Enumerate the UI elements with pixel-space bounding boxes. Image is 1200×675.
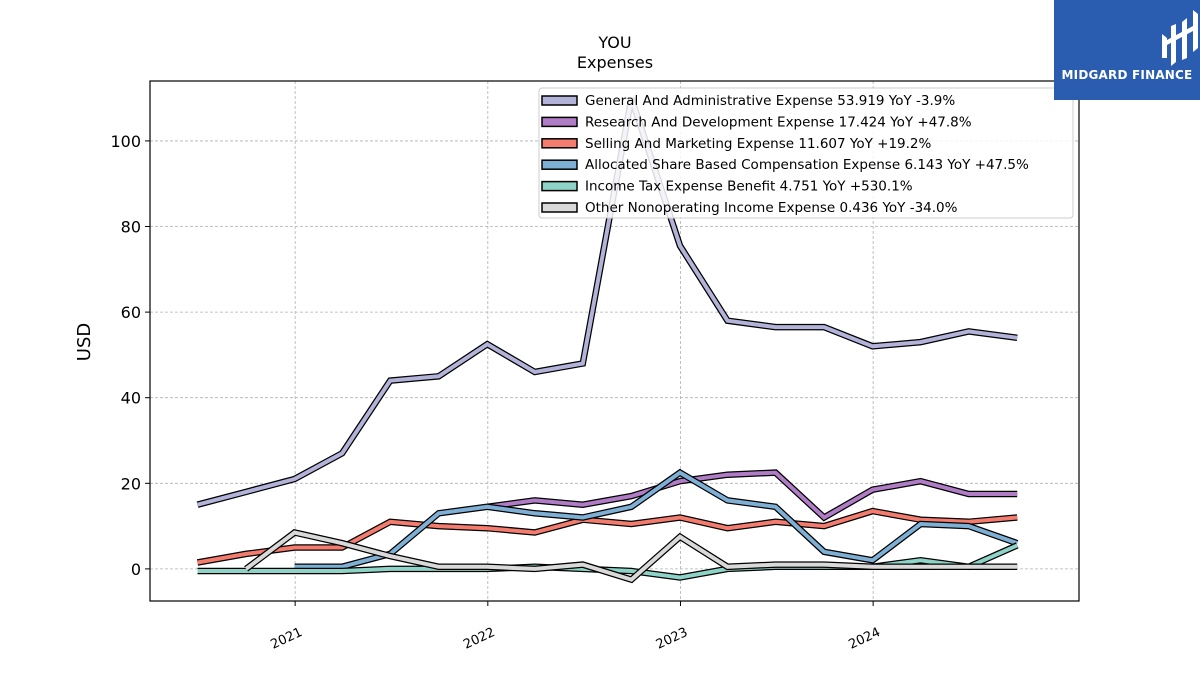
series-lines: [196, 97, 1019, 584]
legend-swatch: [541, 138, 578, 149]
legend-swatch: [541, 116, 578, 128]
y-axis-label: USD: [74, 323, 95, 361]
y-tick-label: 20: [121, 474, 141, 493]
series-core: [487, 470, 1018, 520]
y-tick-label: 80: [121, 218, 141, 237]
legend-label: Other Nonoperating Income Expense 0.436 …: [585, 200, 958, 216]
legend-label: Income Tax Expense Benefit 4.751 YoY +53…: [585, 179, 913, 195]
chart-subtitle: Expenses: [577, 53, 653, 72]
x-tick-label: 2024: [847, 625, 883, 653]
series-1-line: [196, 97, 1018, 508]
y-tick-label: 100: [110, 132, 141, 151]
series-core: [294, 470, 1018, 569]
series-4-line: [294, 468, 1019, 571]
brand-logo: MIDGARD FINANCE: [1054, 0, 1200, 100]
legend-label: Allocated Share Based Compensation Expen…: [585, 157, 1029, 173]
y-tick-label: 60: [121, 303, 141, 322]
midgard-m-icon: [1162, 10, 1198, 66]
series-outline: [486, 469, 1018, 522]
x-tick-label: 2021: [269, 625, 305, 653]
legend-swatch: [541, 202, 578, 213]
legend-swatch: [541, 180, 578, 192]
brand-name: MIDGARD FINANCE: [1061, 68, 1193, 82]
y-tick-label: 0: [131, 560, 141, 579]
series-2-line: [486, 469, 1018, 522]
chart-title: YOU: [597, 33, 631, 52]
legend: General And Administrative Expense 53.91…: [538, 87, 1074, 219]
series-core: [244, 530, 1018, 582]
series-3-line: [196, 507, 1018, 566]
legend-swatch: [541, 159, 578, 170]
series-core: [197, 509, 1018, 565]
legend-label: Selling And Marketing Expense 11.607 YoY…: [585, 136, 931, 152]
legend-swatch: [541, 95, 578, 106]
legend-label: General And Administrative Expense 53.91…: [585, 93, 955, 109]
y-tick-label: 40: [121, 389, 141, 408]
x-tick-label: 2023: [654, 625, 690, 653]
series-6-line: [244, 528, 1018, 584]
x-tick-label: 2022: [461, 625, 497, 653]
legend-label: Research And Development Expense 17.424 …: [585, 114, 972, 130]
plot-frame: [149, 80, 1080, 602]
series-core: [196, 97, 1018, 507]
legend-box: [538, 87, 1074, 219]
